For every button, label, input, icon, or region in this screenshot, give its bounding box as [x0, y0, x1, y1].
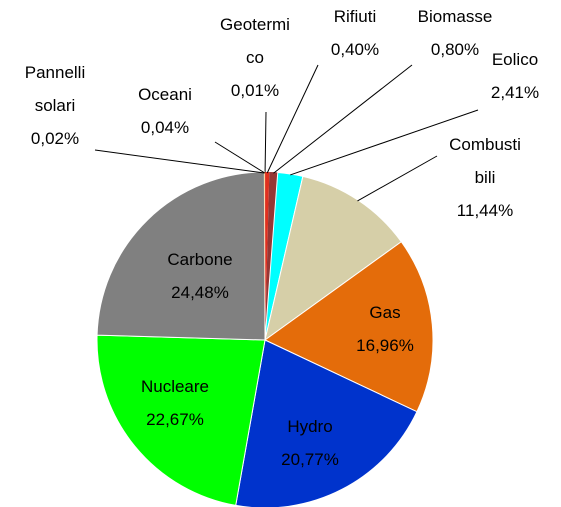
- slice-label-line: Biomasse: [418, 7, 493, 26]
- slice-value: 0,01%: [231, 81, 279, 100]
- slice-label: Pannelli solari: [25, 63, 86, 115]
- leader-line: [273, 64, 413, 174]
- leader-line: [357, 155, 438, 202]
- slice-label-line: Nucleare: [141, 377, 209, 396]
- leader-line: [94, 149, 265, 174]
- slice-label-line: Eolico: [492, 50, 538, 69]
- slice-value: 20,77%: [281, 450, 339, 469]
- slice-label: Geotermi co: [220, 15, 290, 67]
- slice-label: Rifiuti: [334, 7, 377, 26]
- slice-value: 0,80%: [431, 40, 479, 59]
- slice-label: Carbone: [167, 250, 232, 269]
- slice-label: Eolico: [492, 50, 538, 69]
- leader-line: [214, 141, 266, 174]
- slice-value: 16,96%: [356, 336, 414, 355]
- slice-label-line: Oceani: [138, 85, 192, 104]
- slice-value: 0,02%: [31, 129, 79, 148]
- pie-slice: [96, 171, 266, 341]
- pie-slice: [264, 172, 265, 340]
- slice-label-line: Carbone: [167, 250, 232, 269]
- slice-label: Nucleare: [141, 377, 209, 396]
- slice-label-line: solari: [35, 96, 76, 115]
- slice-label-line: Geotermi: [220, 15, 290, 34]
- pie-slice: [235, 339, 418, 507]
- slice-label-line: Pannelli: [25, 63, 86, 82]
- slice-label-line: co: [246, 48, 264, 67]
- leader-line: [264, 111, 267, 174]
- slice-label: Combusti bili: [449, 135, 521, 187]
- slice-label: Biomasse: [418, 7, 493, 26]
- slice-label: Hydro: [287, 417, 332, 436]
- slice-label-line: bili: [475, 168, 496, 187]
- slice-value: 0,40%: [331, 40, 379, 59]
- leader-line: [266, 64, 319, 174]
- slice-label: Oceani: [138, 85, 192, 104]
- slice-value: 24,48%: [171, 283, 229, 302]
- slice-value: 22,67%: [146, 410, 204, 429]
- slice-label-line: Combusti: [449, 135, 521, 154]
- leader-line: [290, 109, 479, 176]
- slice-value: 2,41%: [491, 83, 539, 102]
- slice-label-line: Hydro: [287, 417, 332, 436]
- slice-label-line: Gas: [369, 303, 400, 322]
- slice-value: 11,44%: [457, 201, 513, 220]
- pie-slice: [265, 172, 270, 340]
- slice-label: Gas: [369, 303, 400, 322]
- pie-slice: [96, 334, 266, 507]
- slice-label-line: Rifiuti: [334, 7, 377, 26]
- pie-slice: [264, 241, 434, 413]
- slice-value: 0,04%: [141, 118, 189, 137]
